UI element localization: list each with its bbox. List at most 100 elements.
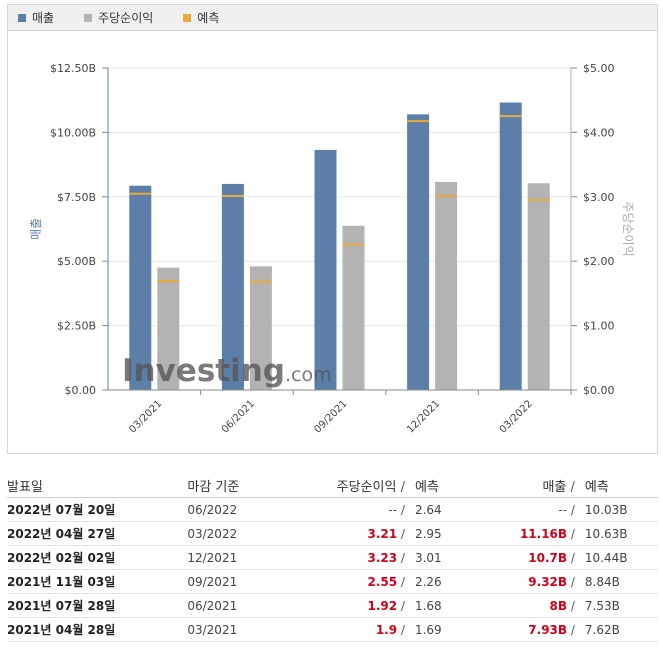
row-revenue-cell: 11.16B / — [491, 521, 575, 546]
header-revenue-separator: / — [570, 479, 575, 495]
row-period: 06/2022 — [187, 497, 302, 522]
row-eps-forecast: 3.01 — [404, 545, 492, 570]
y2-axis-title: 주당순이익 — [621, 201, 635, 256]
row-eps-separator: / — [400, 502, 405, 517]
row-eps-separator: / — [400, 550, 405, 565]
row-revenue-separator: / — [570, 574, 575, 589]
revenue-bar[interactable] — [129, 185, 152, 390]
row-eps-forecast: 1.69 — [404, 617, 492, 642]
eps-bar[interactable] — [527, 183, 550, 390]
header-revenue-forecast[interactable]: 예측 — [574, 473, 658, 498]
row-eps: 1.9 — [375, 622, 398, 637]
row-revenue-cell: -- / — [491, 497, 575, 522]
row-eps-cell: 2.55 / — [301, 569, 405, 594]
header-date[interactable]: 발표일 — [7, 473, 188, 498]
row-revenue-separator: / — [570, 502, 575, 517]
row-date: 2022년 02월 02일 — [7, 545, 188, 570]
row-revenue-separator: / — [570, 526, 575, 541]
y-tick-label: $7.50B — [57, 191, 96, 204]
row-eps: 3.23 — [367, 550, 398, 565]
y-tick-label: $2.50B — [57, 320, 96, 333]
row-revenue-separator: / — [570, 622, 575, 637]
row-eps-cell: 3.23 / — [301, 545, 405, 570]
x-tick-label: 03/2022 — [498, 398, 535, 435]
row-revenue-cell: 8B / — [491, 593, 575, 618]
legend-revenue-swatch — [18, 13, 26, 22]
revenue-bar[interactable] — [499, 102, 522, 390]
table-row[interactable]: 2021년 11월 03일 09/2021 2.55 /2.26 9.32B /8.8… — [7, 569, 658, 594]
y2-tick-label: $0.00 — [583, 384, 615, 397]
table-row[interactable]: 2021년 04월 28일 03/2021 1.9 /1.69 7.93B /7.62… — [7, 617, 658, 642]
y2-tick-label: $5.00 — [583, 62, 615, 75]
row-revenue-forecast: 10.44B — [574, 545, 658, 570]
watermark-suffix: .com — [285, 364, 332, 386]
row-eps: 3.21 — [367, 526, 398, 541]
row-date: 2022년 04월 27일 — [7, 521, 188, 546]
legend-eps[interactable]: 주당순이익 — [84, 9, 153, 26]
x-tick-label: 03/2021 — [127, 398, 164, 435]
table-header-row: 발표일 마감 기준 주당순이익 / 예측 매출 / 예측 — [7, 473, 658, 498]
eps-bar[interactable] — [249, 266, 272, 390]
row-revenue: 8B — [549, 598, 568, 613]
legend-eps-swatch — [84, 13, 93, 22]
eps-bar[interactable] — [342, 225, 365, 390]
revenue-bar[interactable] — [314, 149, 337, 390]
row-revenue-cell: 10.7B / — [491, 545, 575, 570]
table-row[interactable]: 2022년 07월 20일 06/2022 -- /2.64 -- /10.03B — [7, 497, 658, 522]
header-period[interactable]: 마감 기준 — [187, 473, 302, 498]
row-eps-separator: / — [400, 598, 405, 613]
table-row[interactable]: 2021년 07월 28일 06/2021 1.92 /1.68 8B /7.53B — [7, 593, 658, 618]
row-eps-separator: / — [400, 574, 405, 589]
header-eps[interactable]: 주당순이익 / — [301, 473, 405, 498]
y2-tick-label: $1.00 — [583, 320, 615, 333]
eps-bar[interactable] — [157, 267, 180, 390]
row-eps: 2.55 — [367, 574, 398, 589]
earnings-chart: Investing.com $0.00 $0.00 $2.50B $1.00 $5.00… — [29, 62, 635, 435]
table-row[interactable]: 2022년 04월 27일 03/2022 3.21 /2.95 11.16B /10… — [7, 521, 658, 546]
row-eps-forecast: 2.64 — [404, 497, 492, 522]
row-revenue-separator: / — [570, 598, 575, 613]
row-date: 2022년 07월 20일 — [7, 497, 188, 522]
row-period: 03/2022 — [187, 521, 302, 546]
row-revenue-forecast: 8.84B — [574, 569, 658, 594]
eps-bar[interactable] — [435, 181, 458, 390]
row-revenue-cell: 9.32B / — [491, 569, 575, 594]
legend-forecast[interactable]: 예측 — [183, 9, 219, 26]
y-tick-label: $10.00B — [50, 126, 96, 139]
y-axis-title: 매출 — [29, 218, 43, 240]
row-eps: -- — [388, 502, 398, 517]
row-eps-forecast: 2.95 — [404, 521, 492, 546]
x-tick-label: 12/2021 — [405, 398, 442, 435]
table-row[interactable]: 2022년 02월 02일 12/2021 3.23 /3.01 10.7B /10.… — [7, 545, 658, 570]
legend-revenue[interactable]: 매출 — [18, 9, 54, 26]
row-revenue: 11.16B — [519, 526, 568, 541]
header-eps-forecast[interactable]: 예측 — [404, 473, 492, 498]
row-eps-separator: / — [400, 622, 405, 637]
row-date: 2021년 07월 28일 — [7, 593, 188, 618]
header-eps-label: 주당순이익 — [336, 479, 397, 495]
legend-forecast-label: 예측 — [197, 11, 220, 25]
row-eps-cell: -- / — [301, 497, 405, 522]
legend-revenue-label: 매출 — [32, 11, 55, 25]
row-eps-separator: / — [400, 526, 405, 541]
row-eps-forecast: 2.26 — [404, 569, 492, 594]
row-date: 2021년 11월 03일 — [7, 569, 188, 594]
header-eps-separator: / — [400, 479, 405, 495]
legend-forecast-swatch — [183, 13, 192, 22]
row-date: 2021년 04월 28일 — [7, 617, 188, 642]
row-period: 09/2021 — [187, 569, 302, 594]
row-eps: 1.92 — [367, 598, 398, 613]
investing-watermark: Investing.com — [122, 353, 332, 389]
revenue-bar[interactable] — [407, 114, 430, 391]
earnings-table: 발표일 마감 기준 주당순이익 / 예측 매출 / 예측 2022년 07월 2… — [7, 473, 658, 642]
x-tick-label: 09/2021 — [312, 398, 349, 435]
revenue-bar[interactable] — [221, 183, 244, 390]
legend-eps-label: 주당순이익 — [98, 11, 154, 25]
y2-tick-label: $4.00 — [583, 126, 615, 139]
row-revenue-forecast: 10.03B — [574, 497, 658, 522]
row-revenue-forecast: 10.63B — [574, 521, 658, 546]
y2-tick-label: $2.00 — [583, 255, 615, 268]
y2-tick-label: $3.00 — [583, 191, 615, 204]
header-revenue[interactable]: 매출 / — [491, 473, 575, 498]
watermark-main: Investing — [122, 353, 285, 389]
